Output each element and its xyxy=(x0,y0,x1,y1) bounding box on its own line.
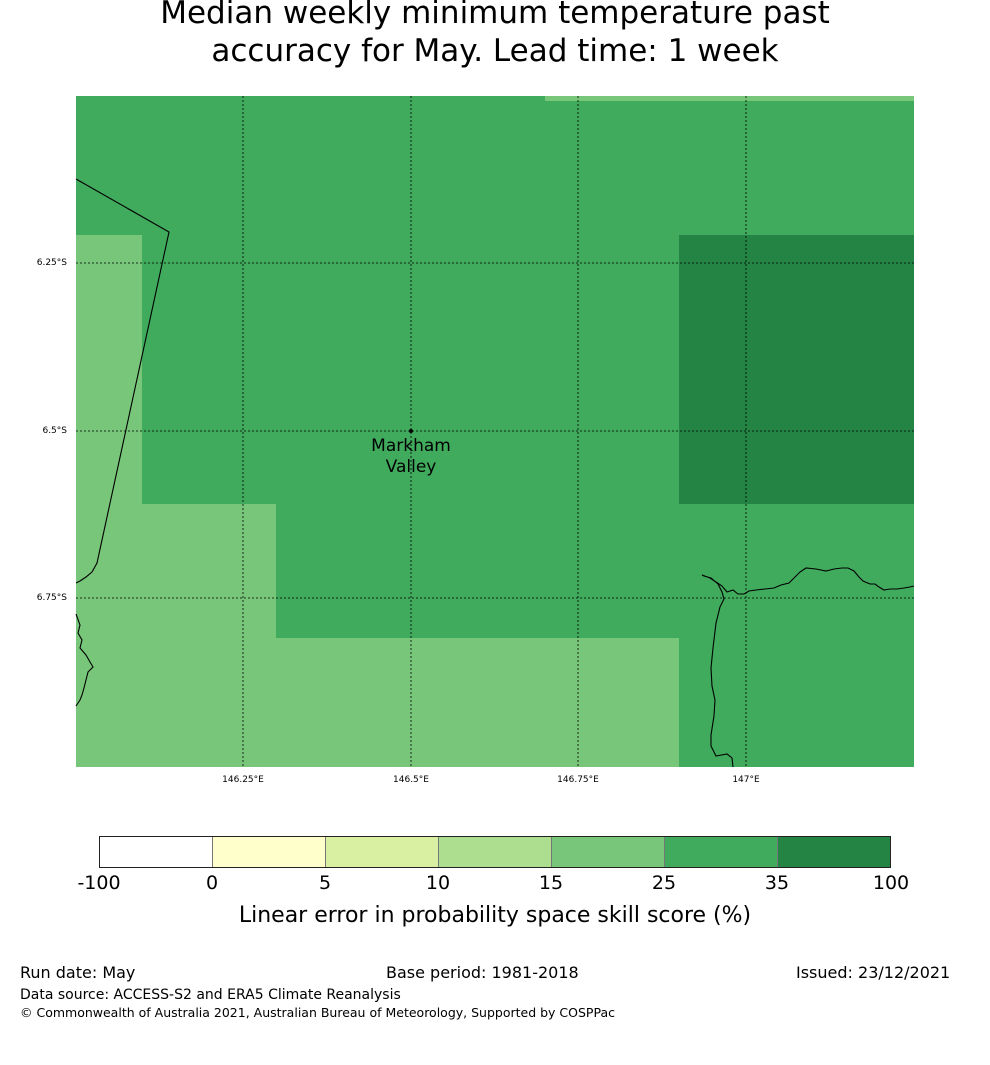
lon-label-146-25: 146.25°E xyxy=(222,775,264,785)
colorbar-segment-neg100-0 xyxy=(100,837,213,867)
colorbar-tick-0: 0 xyxy=(205,872,219,894)
colorbar xyxy=(99,836,891,868)
title-line-2: accuracy for May. Lead time: 1 week xyxy=(211,33,779,69)
colorbar-segment-10-15 xyxy=(439,837,552,867)
data-source: Data source: ACCESS-S2 and ERA5 Climate … xyxy=(20,987,401,1003)
lon-label-146-75: 146.75°E xyxy=(557,775,599,785)
colorbar-tick-15: 15 xyxy=(538,872,564,894)
colorbar-tick-35: 35 xyxy=(764,872,790,894)
lat-label-6-75: 6.75°S xyxy=(36,593,67,603)
colorbar-tick-25: 25 xyxy=(651,872,677,894)
markham-valley-marker xyxy=(409,429,413,433)
skill-area-top-strip xyxy=(545,96,914,101)
issued-date: Issued: 23/12/2021 xyxy=(796,963,951,982)
colorbar-segment-15-25 xyxy=(552,837,665,867)
copyright: © Commonwealth of Australia 2021, Austra… xyxy=(20,1005,615,1020)
place-name-line-2: Valley xyxy=(385,457,437,477)
skill-area-south xyxy=(276,638,679,767)
lon-label-147: 147°E xyxy=(732,775,760,785)
base-period: Base period: 1981-2018 xyxy=(386,963,579,982)
lat-label-6-25: 6.25°S xyxy=(36,258,67,268)
coastline xyxy=(75,178,915,768)
colorbar-tick-5: 5 xyxy=(318,872,332,894)
colorbar-tick-10: 10 xyxy=(425,872,451,894)
colorbar-label: Linear error in probability space skill … xyxy=(238,903,752,928)
skill-area-west-strip xyxy=(76,235,142,505)
colorbar-tick-100: 100 xyxy=(872,872,910,894)
border-line xyxy=(75,178,170,584)
skill-area-east-high xyxy=(679,235,914,504)
lon-label-146-5: 146.5°E xyxy=(393,775,429,785)
chart-title: Median weekly minimum temperature past a… xyxy=(0,0,990,70)
colorbar-segment-5-10 xyxy=(326,837,439,867)
title-line-1: Median weekly minimum temperature past xyxy=(160,0,830,31)
run-date: Run date: May xyxy=(20,963,136,982)
lat-label-6-5: 6.5°S xyxy=(42,426,67,436)
west-coast xyxy=(75,613,94,707)
colorbar-segment-0-5 xyxy=(213,837,326,867)
place-name-line-1: Markham xyxy=(371,436,451,456)
huon-gulf-coast xyxy=(701,567,915,768)
colorbar-segment-25-35 xyxy=(665,837,778,867)
colorbar-tick-neg100: -100 xyxy=(77,872,121,894)
skill-area-southwest xyxy=(76,504,276,767)
map xyxy=(75,96,915,768)
colorbar-segment-35-100 xyxy=(778,837,890,867)
place-label-markham-valley: Markham Valley xyxy=(341,436,481,478)
